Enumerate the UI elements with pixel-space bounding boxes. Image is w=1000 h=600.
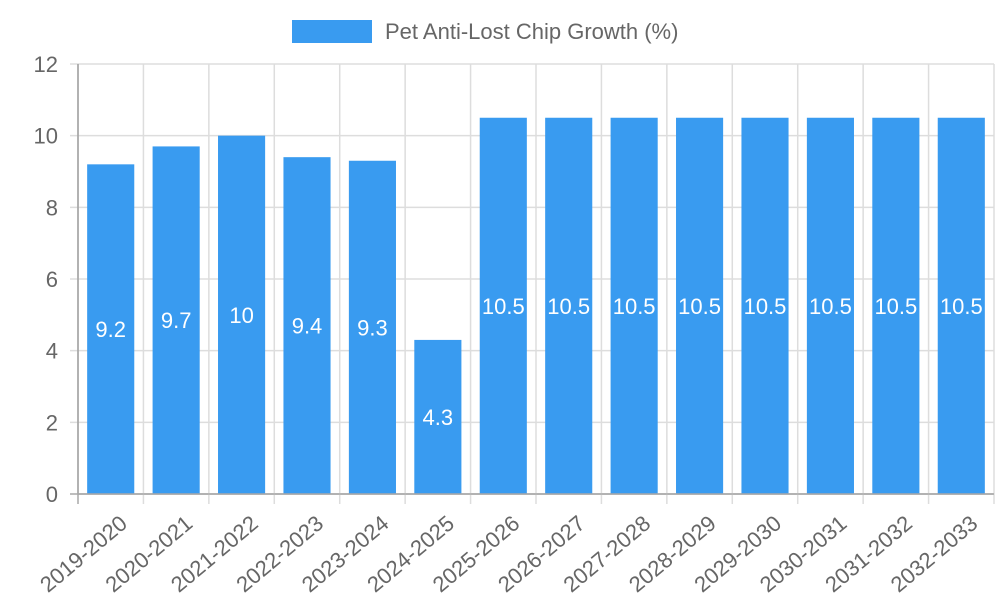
legend-label: Pet Anti-Lost Chip Growth (%) [385,19,678,44]
bar-value-label: 9.4 [292,314,323,339]
bar-value-label: 10.5 [940,294,983,319]
bar [872,117,920,494]
y-tick-label: 0 [46,482,58,507]
bar [937,117,985,494]
bar-value-label: 10.5 [744,294,787,319]
legend-swatch [292,20,372,43]
bar [348,160,396,494]
bar-value-labels: 9.2 9.7 10 9.4 9.3 4.3 10.5 10.5 10.5 10.5 10.5 10.… [95,294,982,430]
bar [87,164,135,495]
bar-value-label: 9.2 [95,317,126,342]
legend[interactable]: Pet Anti-Lost Chip Growth (%) [292,19,678,44]
bar-value-label: 10.5 [613,294,656,319]
gridlines [70,63,995,504]
bar-value-label: 10.5 [547,294,590,319]
bar-value-label: 10.5 [874,294,917,319]
bar [414,339,462,494]
y-tick-label: 12 [34,52,58,77]
bar [676,117,724,494]
y-tick-label: 4 [46,339,58,364]
bar-value-label: 9.3 [357,315,388,340]
x-axis-labels: 2019-20202020-20212021-20222022-20232023… [35,510,982,597]
bar-value-label: 4.3 [423,405,454,430]
bar-value-label: 9.7 [161,308,192,333]
bar-value-label: 10.5 [678,294,721,319]
bar [610,117,658,494]
bar-value-label: 10 [229,303,253,328]
bar [152,146,200,494]
bar-value-label: 10.5 [809,294,852,319]
y-tick-label: 6 [46,267,58,292]
y-tick-label: 2 [46,410,58,435]
bar-value-label: 10.5 [482,294,525,319]
bars [87,117,985,495]
bar [283,157,331,494]
bar [479,117,527,494]
axes [77,64,994,495]
y-tick-label: 10 [34,124,58,149]
y-axis-labels: 0 2 4 6 8 10 12 [34,52,58,507]
bar [741,117,789,494]
bar [545,117,593,494]
bar [806,117,854,494]
bar [218,135,266,494]
y-tick-label: 8 [46,195,58,220]
